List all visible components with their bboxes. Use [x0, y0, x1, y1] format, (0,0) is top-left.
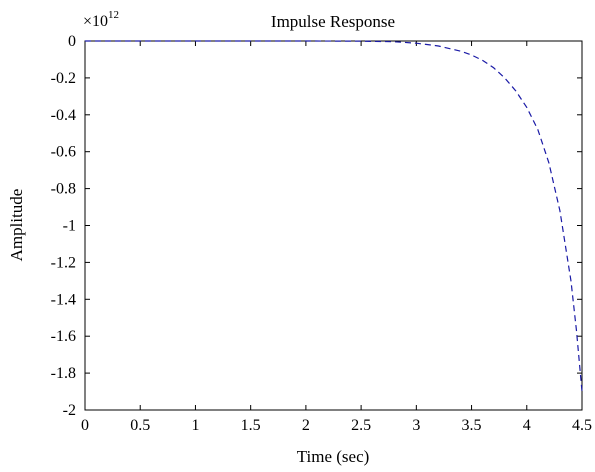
x-tick-label: 1.5: [241, 417, 261, 434]
x-axis-label: Time (sec): [297, 447, 370, 466]
impulse-response-line: [85, 40, 583, 392]
y-tick-label: -1.4: [51, 291, 76, 308]
y-tick-label: -1: [63, 218, 76, 235]
series-layer: [85, 40, 583, 392]
x-tick-label: 4: [523, 417, 531, 434]
y-tick-label: -1.8: [51, 365, 76, 382]
x-tick-labels: 0 0.5 1 1.5 2 2.5 3 3.5 4 4.5: [81, 417, 592, 434]
y-axis-label: Amplitude: [7, 189, 26, 262]
axis-ticks: [84, 40, 583, 411]
x-tick-label: 3.5: [462, 417, 482, 434]
y-tick-label: -0.6: [51, 144, 76, 161]
x-tick-label: 3: [412, 417, 420, 434]
y-tick-label: -2: [63, 402, 76, 419]
y-tick-label: -0.8: [51, 181, 76, 198]
y-tick-labels: 0 -0.2 -0.4 -0.6 -0.8 -1 -1.2 -1.4 -1.6 -1.8 -2: [51, 33, 76, 419]
chart-title: Impulse Response: [271, 12, 395, 31]
y-tick-label: -1.6: [51, 328, 76, 345]
x-tick-label: 2.5: [351, 417, 371, 434]
y-tick-label: 0: [68, 33, 76, 50]
y-tick-label: -1.2: [51, 254, 76, 271]
x-tick-label: 4.5: [572, 417, 592, 434]
y-tick-label: -0.4: [51, 107, 76, 124]
y-axis-multiplier: ×1012: [83, 9, 119, 30]
x-tick-label: 1: [191, 417, 199, 434]
x-tick-label: 0: [81, 417, 89, 434]
x-tick-label: 0.5: [130, 417, 150, 434]
x-tick-label: 2: [302, 417, 310, 434]
y-tick-label: -0.2: [51, 70, 76, 87]
